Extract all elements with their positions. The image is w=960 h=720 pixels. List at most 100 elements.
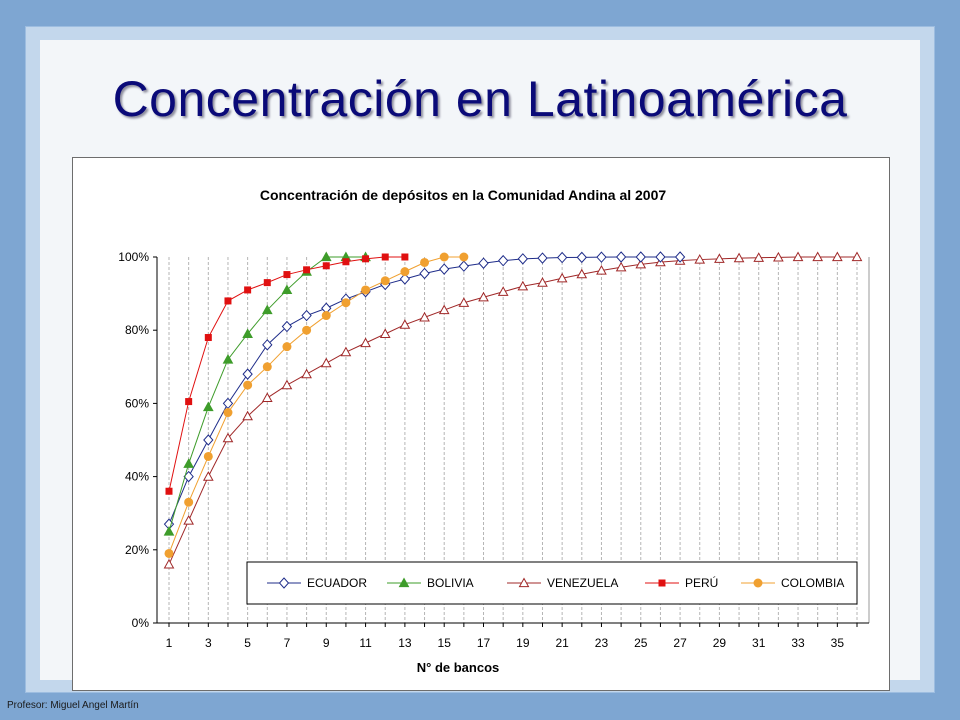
legend-marker: [658, 579, 666, 587]
data-point-colombia: [184, 497, 194, 507]
data-point-venezuela: [320, 357, 332, 368]
data-point-colombia: [223, 408, 233, 418]
data-point-peru: [381, 253, 389, 261]
data-point-colombia: [164, 548, 174, 558]
data-point-ecuador: [674, 251, 686, 263]
x-axis-label: N° de bancos: [417, 660, 500, 675]
data-point-venezuela: [399, 319, 411, 329]
data-point-ecuador: [203, 434, 214, 446]
legend-entry-bolivia: BOLIVIA: [387, 576, 474, 590]
data-point-venezuela: [202, 471, 214, 481]
data-point-bolivia: [261, 304, 273, 315]
x-tick-label: 27: [673, 636, 687, 650]
legend-entry-ecuador: ECUADOR: [267, 576, 367, 590]
data-point-venezuela: [851, 251, 863, 262]
x-tick-label: 23: [595, 636, 609, 650]
data-point-ecuador: [517, 253, 529, 265]
chart-svg: Concentración de depósitos en la Comunid…: [118, 187, 870, 675]
data-point-ecuador: [419, 267, 430, 280]
data-point-colombia: [420, 257, 430, 267]
data-point-colombia: [400, 267, 410, 277]
data-point-venezuela: [615, 261, 627, 272]
series-peru: [165, 253, 409, 495]
x-tick-label: 13: [398, 636, 412, 650]
data-point-venezuela: [458, 297, 470, 307]
x-tick-label: 29: [713, 636, 727, 650]
y-tick-label: 60%: [125, 396, 149, 410]
x-tick-label: 19: [516, 636, 530, 650]
data-point-venezuela: [281, 379, 293, 390]
legend-label: VENEZUELA: [547, 576, 618, 590]
data-point-peru: [303, 266, 311, 274]
data-point-bolivia: [163, 525, 175, 536]
data-point-colombia: [341, 298, 351, 308]
data-point-peru: [185, 398, 193, 406]
data-point-ecuador: [439, 263, 450, 275]
x-tick-label: 17: [477, 636, 491, 650]
x-tick-label: 31: [752, 636, 766, 650]
data-point-ecuador: [596, 251, 607, 263]
data-point-ecuador: [399, 273, 411, 285]
data-point-ecuador: [576, 251, 587, 264]
legend-label: BOLIVIA: [427, 576, 474, 590]
data-point-venezuela: [261, 392, 273, 403]
x-tick-label: 3: [205, 636, 212, 650]
data-point-venezuela: [242, 410, 253, 421]
data-point-ecuador: [478, 257, 489, 269]
data-point-venezuela: [576, 268, 588, 279]
data-point-venezuela: [812, 251, 824, 262]
data-point-venezuela: [379, 328, 391, 338]
data-point-colombia: [439, 252, 449, 262]
data-point-bolivia: [202, 401, 214, 412]
data-point-venezuela: [301, 368, 312, 379]
data-point-venezuela: [773, 251, 784, 262]
data-point-venezuela: [635, 258, 647, 269]
data-point-ecuador: [635, 251, 646, 263]
data-point-colombia: [459, 252, 469, 262]
x-tick-label: 15: [438, 636, 452, 650]
data-point-colombia: [380, 276, 390, 286]
y-tick-label: 40%: [125, 470, 149, 484]
legend-marker: [753, 578, 763, 588]
slide-title: Concentración en Latinoamérica: [112, 71, 848, 127]
data-point-peru: [224, 297, 232, 305]
legend-label: ECUADOR: [307, 576, 367, 590]
data-point-venezuela: [596, 265, 607, 275]
data-point-colombia: [361, 285, 371, 295]
x-tick-label: 25: [634, 636, 648, 650]
data-point-venezuela: [183, 514, 195, 525]
data-point-ecuador: [556, 251, 568, 264]
data-point-ecuador: [222, 397, 234, 410]
chart-container: Concentración de depósitos en la Comunid…: [72, 157, 890, 691]
data-point-ecuador: [655, 251, 666, 263]
data-point-peru: [283, 271, 291, 279]
data-point-bolivia: [320, 251, 332, 262]
data-point-ecuador: [262, 339, 273, 351]
x-tick-label: 11: [359, 636, 372, 650]
data-point-colombia: [262, 362, 272, 372]
data-point-bolivia: [183, 458, 195, 468]
x-tick-label: 5: [244, 636, 251, 650]
data-point-colombia: [321, 311, 331, 321]
data-point-venezuela: [537, 277, 548, 287]
series-line-venezuela: [168, 256, 857, 565]
legend-entry-colombia: COLOMBIA: [741, 576, 844, 590]
data-point-venezuela: [438, 304, 450, 315]
data-point-peru: [204, 334, 212, 342]
data-point-peru: [244, 286, 252, 294]
data-point-venezuela: [497, 286, 509, 296]
data-point-ecuador: [497, 254, 509, 267]
data-point-ecuador: [301, 309, 312, 322]
data-point-peru: [165, 487, 173, 495]
y-tick-label: 20%: [125, 543, 149, 557]
data-point-bolivia: [242, 328, 253, 338]
legend-entry-venezuela: VENEZUELA: [507, 576, 618, 590]
data-point-venezuela: [714, 253, 725, 263]
data-point-ecuador: [242, 368, 253, 380]
data-point-peru: [401, 253, 409, 261]
y-tick-label: 100%: [118, 250, 149, 264]
x-tick-label: 21: [555, 636, 569, 650]
legend-marker: [398, 577, 410, 588]
data-point-peru: [362, 255, 370, 263]
legend-label: PERÚ: [685, 575, 718, 590]
